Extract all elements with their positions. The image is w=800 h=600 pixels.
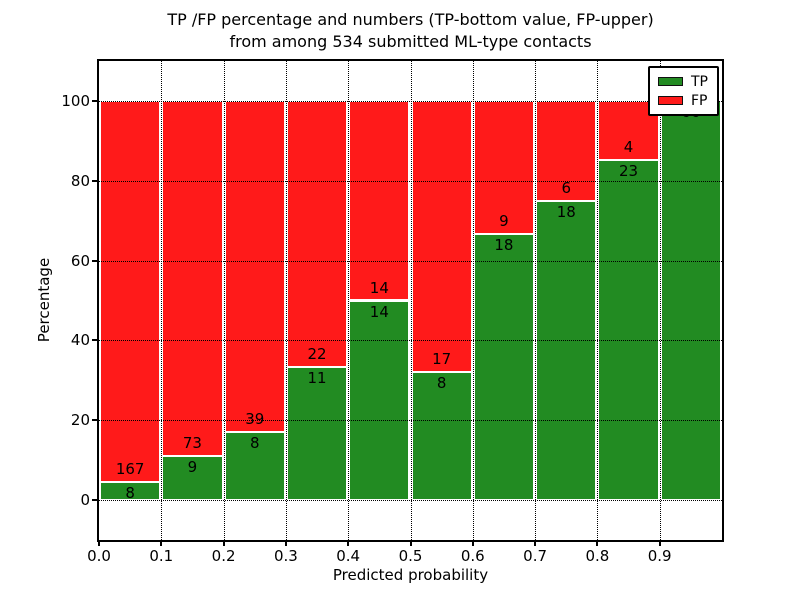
y-tick-mark [92, 339, 97, 342]
y-tick-mark [92, 179, 97, 182]
x-tick-label: 0.0 [87, 547, 111, 565]
tp-bar-segment [536, 200, 597, 501]
gridline-vertical [535, 61, 537, 540]
fp-count-label: 73 [182, 434, 202, 453]
chart-title-line1: TP /FP percentage and numbers (TP-bottom… [167, 10, 654, 29]
tp-count-label: 11 [307, 369, 327, 388]
tp-bar-segment [598, 160, 659, 501]
tp-bar-segment [411, 372, 472, 501]
x-tick-label: 0.7 [523, 547, 548, 565]
legend-label-fp: FP [691, 92, 708, 109]
x-tick-label: 0.6 [460, 547, 485, 565]
x-tick-label: 0.8 [585, 547, 610, 565]
y-axis-label: Percentage [35, 257, 53, 343]
gridline-vertical [410, 61, 412, 540]
x-tick-mark [347, 541, 350, 546]
fp-bar-segment [162, 100, 223, 457]
tp-bar-segment [473, 233, 535, 501]
gridline-horizontal [99, 500, 722, 502]
gridline-horizontal [99, 260, 722, 262]
fp-bar-segment [473, 100, 535, 234]
tp-count-label: 23 [619, 162, 639, 181]
tp-bar-segment [660, 100, 721, 501]
chart-title: TP /FP percentage and numbers (TP-bottom… [99, 9, 722, 53]
fp-bar-segment [224, 100, 285, 433]
tp-count-label: 9 [187, 458, 198, 477]
tp-count-label: 8 [125, 483, 135, 502]
x-tick-label: 0.3 [273, 547, 298, 565]
fp-bar-segment [411, 100, 472, 373]
y-tick-label: 80 [70, 171, 90, 190]
gridline-horizontal [99, 340, 722, 342]
gridline-vertical [597, 61, 599, 540]
fp-bar-segment [100, 100, 161, 482]
x-tick-label: 0.5 [398, 547, 423, 565]
fp-count-label: 17 [432, 350, 452, 369]
fp-bar-segment [349, 100, 410, 301]
tp-bar-segment [349, 300, 410, 501]
legend-label-tp: TP [691, 73, 708, 90]
y-tick-mark [92, 99, 97, 102]
x-tick-mark [534, 541, 537, 546]
plot-inner: 16787393982211141417891861842366 [99, 61, 722, 540]
x-tick-label: 0.9 [647, 547, 672, 565]
x-tick-mark [98, 541, 100, 546]
x-axis-label: Predicted probability [332, 566, 489, 584]
tp-count-label: 14 [369, 302, 389, 321]
x-tick-mark [658, 541, 661, 546]
gridline-vertical [348, 61, 350, 540]
y-tick-label: 60 [70, 251, 90, 270]
x-tick-mark [409, 541, 412, 546]
tp-bar-segment [286, 367, 348, 501]
y-tick-mark [92, 259, 97, 262]
fp-count-label: 9 [499, 211, 509, 230]
gridline-horizontal [99, 180, 722, 182]
fp-legend-swatch [658, 96, 683, 105]
fp-count-label: 14 [369, 278, 389, 297]
tp-count-label: 18 [494, 235, 514, 254]
gridline-vertical [472, 61, 474, 540]
gridline-vertical [223, 61, 225, 540]
gridline-vertical [161, 61, 163, 540]
tp-bar-segment [100, 481, 161, 501]
x-tick-label: 0.1 [149, 547, 174, 565]
tp-count-label: 8 [436, 374, 447, 393]
x-tick-mark [160, 541, 163, 546]
legend-item-tp: TP [658, 72, 708, 91]
x-tick-mark [284, 541, 287, 546]
fp-bar-segment [536, 100, 597, 201]
gridline-horizontal [99, 100, 722, 102]
y-tick-label: 0 [80, 491, 90, 510]
y-tick-label: 40 [70, 331, 90, 350]
fp-count-label: 167 [115, 459, 145, 478]
tp-count-label: 8 [249, 434, 260, 453]
x-tick-mark [596, 541, 599, 546]
y-tick-mark [92, 499, 97, 502]
legend: TP FP [648, 66, 719, 116]
x-tick-label: 0.2 [211, 547, 236, 565]
fp-bar-segment [286, 100, 348, 368]
gridline-horizontal [99, 420, 722, 422]
fp-count-label: 22 [307, 345, 327, 364]
y-tick-label: 100 [61, 91, 90, 110]
gridline-vertical [285, 61, 287, 540]
tp-bar-segment [162, 456, 223, 501]
x-tick-label: 0.4 [336, 547, 361, 565]
y-tick-mark [92, 419, 97, 422]
x-tick-mark [471, 541, 474, 546]
tp-bar-segment [224, 432, 285, 501]
fp-count-label: 6 [561, 178, 572, 197]
tp-legend-swatch [658, 77, 683, 86]
y-tick-label: 20 [70, 411, 90, 430]
fp-count-label: 39 [245, 410, 265, 429]
gridline-vertical [659, 61, 661, 540]
tp-count-label: 18 [556, 202, 576, 221]
legend-item-fp: FP [658, 91, 708, 110]
x-tick-mark [222, 541, 225, 546]
chart-title-line2: from among 534 submitted ML-type contact… [229, 32, 592, 51]
fp-count-label: 4 [623, 138, 634, 157]
